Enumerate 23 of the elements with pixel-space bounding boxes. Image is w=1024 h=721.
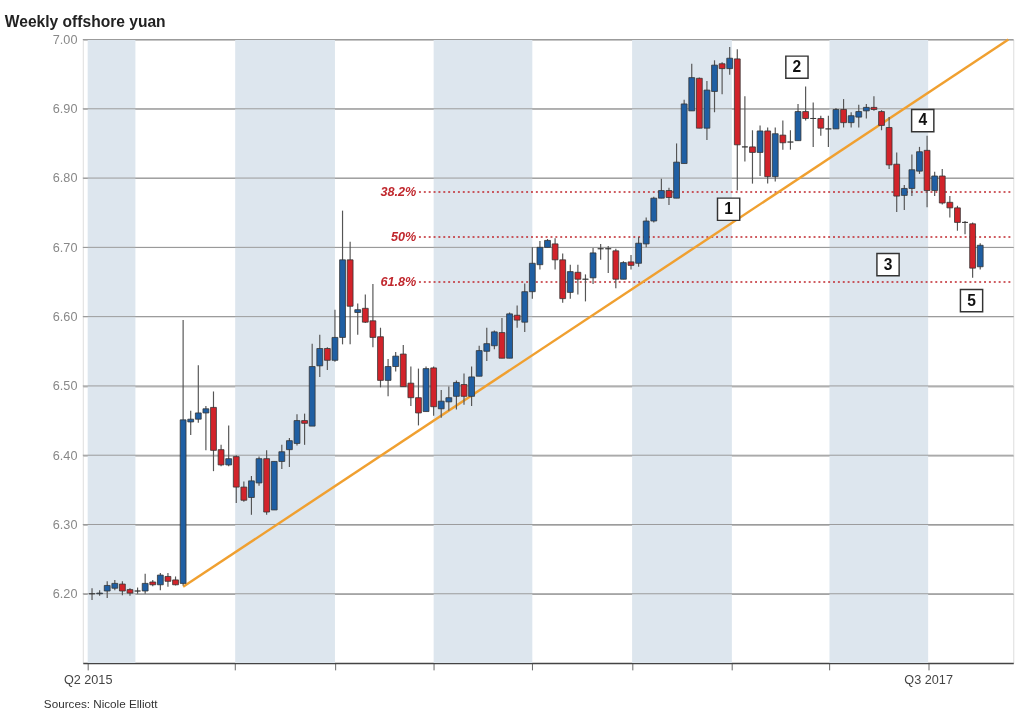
y-tick-label: 6.20 (52, 587, 78, 602)
source-note: Sources: Nicole Elliott (43, 696, 159, 710)
annotation: 50% (390, 229, 417, 244)
y-tick-label: 6.70 (52, 240, 78, 255)
y-tick-label: 6.90 (52, 102, 78, 117)
annotation: 2 (792, 58, 802, 76)
y-tick-label: 6.50 (52, 379, 78, 394)
y-tick-label: 6.80 (52, 171, 78, 186)
annotation: 3 (883, 255, 893, 273)
annotation: 38.2% (380, 184, 417, 199)
annotation: 61.8% (380, 274, 417, 289)
annotation: 4 (918, 111, 928, 129)
chart-title: Weekly offshore yuan (4, 12, 166, 30)
x-tick-label: Q3 2017 (904, 673, 953, 688)
candlestick (787, 129, 794, 151)
candlestick (878, 109, 885, 131)
y-tick-label: 6.60 (52, 310, 78, 325)
y-tick-label: 6.30 (52, 517, 78, 532)
annotation: 1 (724, 200, 734, 218)
x-tick-label: Q2 2015 (63, 673, 113, 688)
y-tick-label: 7.00 (52, 32, 78, 47)
y-tick-label: 6.40 (52, 448, 78, 463)
annotation: 5 (967, 291, 977, 309)
